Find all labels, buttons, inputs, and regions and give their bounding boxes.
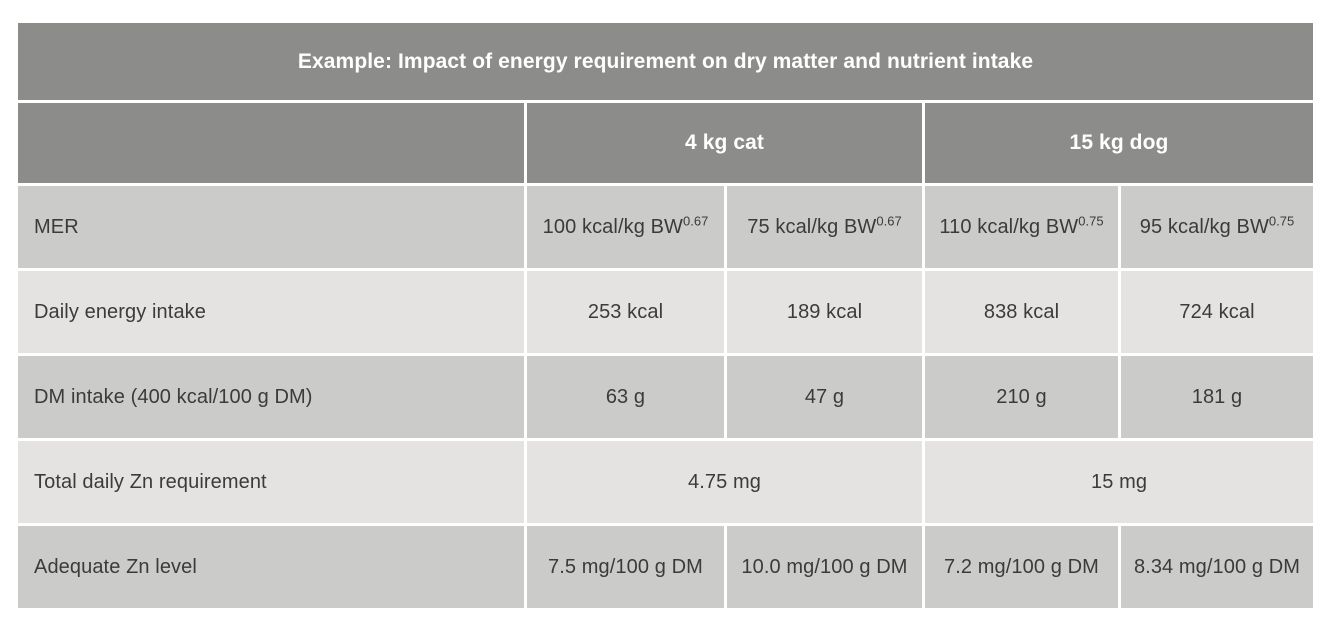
title-row: Example: Impact of energy requirement on…	[18, 23, 1314, 100]
cell-text: 95 kcal/kg BW	[1139, 215, 1269, 238]
table-row-adequate-zn: Adequate Zn level 7.5 mg/100 g DM 10.0 m…	[18, 526, 1314, 608]
row-label-mer: MER	[18, 186, 524, 268]
group-header-row: 4 kg cat 15 kg dog	[18, 103, 1314, 183]
cell-text: 110 kcal/kg BW	[939, 215, 1079, 238]
cell-dm-cat-1: 63 g	[527, 356, 724, 438]
cell-adequate-zn-dog-1: 7.2 mg/100 g DM	[925, 526, 1118, 608]
cell-mer-cat-2: 75 kcal/kg BW0.67	[727, 186, 922, 268]
row-label-dm-intake: DM intake (400 kcal/100 g DM)	[18, 356, 524, 438]
exponent: 0.67	[876, 212, 902, 228]
row-label-daily-energy: Daily energy intake	[18, 271, 524, 353]
cell-energy-dog-1: 838 kcal	[925, 271, 1118, 353]
exponent: 0.75	[1268, 212, 1295, 228]
cell-dm-dog-2: 181 g	[1121, 356, 1314, 438]
row-label-total-zn: Total daily Zn requirement	[18, 441, 524, 523]
cell-total-zn-cat: 4.75 mg	[527, 441, 922, 523]
corner-cell	[18, 103, 524, 183]
cell-dm-cat-2: 47 g	[727, 356, 922, 438]
cell-adequate-zn-cat-1: 7.5 mg/100 g DM	[527, 526, 724, 608]
cell-mer-dog-2: 95 kcal/kg BW0.75	[1121, 186, 1314, 268]
cell-total-zn-dog: 15 mg	[925, 441, 1314, 523]
table-row-mer: MER 100 kcal/kg BW0.67 75 kcal/kg BW0.67…	[18, 186, 1314, 268]
cell-energy-cat-2: 189 kcal	[727, 271, 922, 353]
cell-mer-dog-1: 110 kcal/kg BW0.75	[925, 186, 1118, 268]
table-row-daily-energy: Daily energy intake 253 kcal 189 kcal 83…	[18, 271, 1314, 353]
cell-text: 75 kcal/kg BW	[747, 215, 877, 238]
cell-energy-cat-1: 253 kcal	[527, 271, 724, 353]
table-title: Example: Impact of energy requirement on…	[18, 23, 1314, 100]
cell-mer-cat-1: 100 kcal/kg BW0.67	[527, 186, 724, 268]
cell-dm-dog-1: 210 g	[925, 356, 1118, 438]
cell-energy-dog-2: 724 kcal	[1121, 271, 1314, 353]
energy-nutrient-table: Example: Impact of energy requirement on…	[15, 20, 1316, 611]
table-row-dm-intake: DM intake (400 kcal/100 g DM) 63 g 47 g …	[18, 356, 1314, 438]
exponent: 0.67	[683, 212, 709, 228]
row-label-adequate-zn: Adequate Zn level	[18, 526, 524, 608]
table-row-total-zn: Total daily Zn requirement 4.75 mg 15 mg	[18, 441, 1314, 523]
cell-text: 100 kcal/kg BW	[542, 215, 684, 238]
column-group-cat: 4 kg cat	[527, 103, 922, 183]
cell-adequate-zn-cat-2: 10.0 mg/100 g DM	[727, 526, 922, 608]
cell-adequate-zn-dog-2: 8.34 mg/100 g DM	[1121, 526, 1314, 608]
column-group-dog: 15 kg dog	[925, 103, 1314, 183]
exponent: 0.75	[1078, 212, 1104, 228]
